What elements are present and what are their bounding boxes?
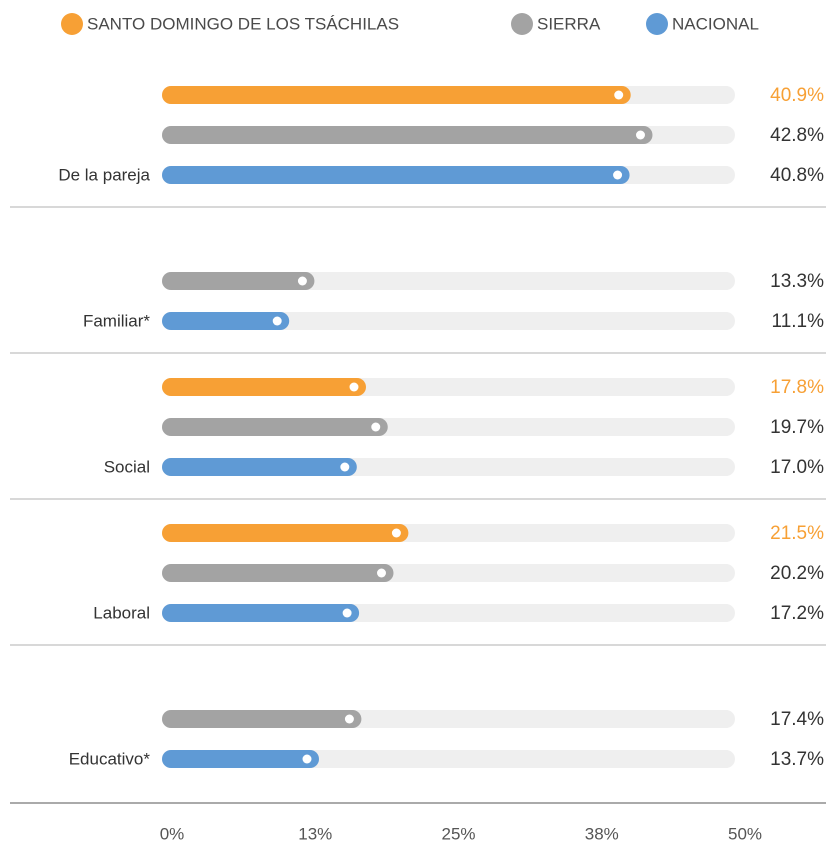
value-label: 20.2%	[770, 563, 824, 584]
value-label: 17.8%	[770, 377, 824, 398]
bar	[162, 750, 320, 768]
bar-dot	[349, 382, 359, 392]
value-label: 40.8%	[770, 165, 824, 186]
bar	[162, 86, 631, 104]
value-label: 11.1%	[772, 311, 825, 332]
bar-dot	[297, 276, 307, 286]
x-tick-label: 13%	[298, 824, 332, 843]
category-label: De la pareja	[58, 165, 150, 184]
category-label: Educativo*	[69, 749, 151, 768]
value-label: 17.0%	[770, 457, 824, 478]
bar	[162, 166, 630, 184]
value-label: 17.2%	[770, 603, 824, 624]
legend-swatch	[61, 13, 83, 35]
bar-dot	[376, 568, 386, 578]
x-tick-label: 50%	[728, 824, 762, 843]
category-label: Social	[104, 457, 150, 476]
x-tick-label: 38%	[585, 824, 619, 843]
bar	[162, 418, 388, 436]
track	[162, 312, 735, 330]
x-tick-label: 0%	[160, 824, 185, 843]
bar-dot	[344, 714, 354, 724]
legend-label: SANTO DOMINGO DE LOS TSÁCHILAS	[87, 14, 399, 33]
bar-dot	[371, 422, 381, 432]
value-label: 19.7%	[770, 417, 824, 438]
bar-dot	[272, 316, 282, 326]
bar	[162, 378, 366, 396]
bar	[162, 710, 362, 728]
bar-dot	[391, 528, 401, 538]
value-label: 13.3%	[770, 271, 824, 292]
category-label: Laboral	[93, 603, 150, 622]
bar	[162, 458, 357, 476]
value-label: 21.5%	[770, 523, 824, 544]
value-label: 13.7%	[770, 749, 824, 770]
category-label: Familiar*	[83, 311, 150, 330]
bar	[162, 524, 409, 542]
value-label: 17.4%	[770, 709, 824, 730]
legend-swatch	[646, 13, 668, 35]
bar-dot	[340, 462, 350, 472]
bar	[162, 272, 315, 290]
value-label: 40.9%	[770, 85, 824, 106]
legend-swatch	[511, 13, 533, 35]
bar-dot	[635, 130, 645, 140]
bar	[162, 126, 653, 144]
bar-dot	[342, 608, 352, 618]
legend-label: SIERRA	[537, 14, 601, 33]
bar-dot	[614, 90, 624, 100]
value-label: 42.8%	[770, 125, 824, 146]
bar	[162, 604, 360, 622]
bar	[162, 312, 290, 330]
legend-label: NACIONAL	[672, 14, 759, 33]
bar-dot	[302, 754, 312, 764]
x-tick-label: 25%	[441, 824, 475, 843]
bar	[162, 564, 394, 582]
bar-dot	[613, 170, 623, 180]
